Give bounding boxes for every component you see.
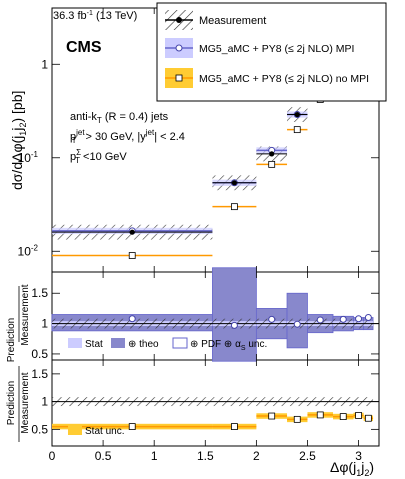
lumi-label: 36.3 fb-1 (13 TeV) bbox=[53, 10, 137, 22]
legend-nompi-marker bbox=[175, 74, 183, 82]
main-y-tick-label: 10-2 bbox=[18, 243, 39, 258]
ratio2-ylabel-den: Measurement bbox=[20, 372, 31, 433]
ratio1-mpi-point bbox=[316, 316, 324, 324]
ratio2-nompi-point bbox=[128, 423, 136, 430]
ratio2-nompi-point bbox=[316, 411, 324, 419]
x-tick-label: 1.5 bbox=[197, 449, 214, 463]
ratio1-legend-stat-swatch bbox=[68, 338, 82, 348]
main-nompi-point bbox=[293, 126, 301, 134]
ratio1-mpi-point bbox=[339, 315, 347, 323]
ratio1-ylabel-den: Measurement bbox=[20, 284, 31, 345]
ratio2-nompi-point bbox=[231, 423, 238, 430]
ratio2-nompi-point bbox=[355, 412, 362, 419]
main-measurement-point bbox=[231, 180, 238, 186]
main-y-tick-label: 1 bbox=[41, 57, 48, 71]
ratio1-theo-band bbox=[212, 267, 257, 362]
ratio2-nompi-point bbox=[268, 412, 276, 420]
ratio1-legend-pdf-swatch bbox=[172, 337, 188, 349]
selection-line3: pΣ T <10 GeV bbox=[70, 148, 127, 165]
ratio1-mpi-point bbox=[355, 315, 363, 323]
selection-line1: anti-kT (R = 0.4) jets bbox=[70, 111, 169, 125]
ratio1-mpi-point bbox=[293, 320, 301, 328]
cms-label: CMS bbox=[66, 39, 102, 56]
legend-measurement-label: Measurement bbox=[199, 15, 266, 27]
x-tick-label: 3 bbox=[355, 449, 362, 463]
legend-mpi-marker bbox=[175, 44, 183, 52]
main-nompi-point bbox=[231, 203, 238, 211]
ratio1-legend-stat-label: Stat bbox=[85, 339, 103, 350]
x-tick-label: 2.5 bbox=[299, 449, 316, 463]
main-y-tick-label: 10-1 bbox=[18, 150, 39, 165]
ratio1-mpi-point bbox=[128, 315, 136, 323]
ratio2-ylabel-num: Prediction bbox=[6, 381, 17, 425]
legend-mpi-label: MG5_aMC + PY8 (≤ 2j NLO) MPI bbox=[199, 43, 354, 55]
ratio1-mpi-point bbox=[268, 315, 276, 323]
xlabel: Δφ(j1j2) bbox=[330, 459, 374, 478]
ratio2-y-tick-label: 1 bbox=[41, 395, 48, 409]
x-tick-label: 0 bbox=[49, 449, 56, 463]
ratio2-y-tick-label: 1.5 bbox=[31, 367, 48, 381]
main-measurement-point bbox=[129, 229, 135, 235]
ratio1-y-tick-label: 0.5 bbox=[31, 347, 48, 361]
ratio2-nompi-point bbox=[293, 415, 301, 423]
legend-box bbox=[156, 2, 387, 102]
ratio2-legend-stat-swatch bbox=[68, 425, 82, 435]
ratio1-legend-pdf-label: ⊕ PDF ⊕ αS unc. bbox=[190, 339, 267, 352]
ratio2-nompi-point bbox=[364, 414, 372, 422]
main-ylabel: dσ/dΔφ(j1j2) [pb] bbox=[9, 91, 28, 190]
x-tick-label: 1 bbox=[151, 449, 158, 463]
main-nompi-point bbox=[128, 252, 136, 259]
ratio1-legend-theo-label: ⊕ theo bbox=[128, 339, 159, 350]
legend-nompi-label: MG5_aMC + PY8 (≤ 2j NLO) no MPI bbox=[199, 73, 369, 85]
ratio1-mpi-point bbox=[364, 314, 372, 322]
ratio2-y-tick-label: 0.5 bbox=[31, 422, 48, 436]
ratio1-y-tick-label: 1 bbox=[41, 317, 48, 331]
x-tick-label: 0.5 bbox=[95, 449, 112, 463]
ratio1-ylabel-num: Prediction bbox=[6, 318, 17, 362]
ratio2-nompi-point bbox=[339, 413, 347, 420]
x-tick-label: 2 bbox=[253, 449, 260, 463]
ratio1-y-tick-label: 1.5 bbox=[31, 286, 48, 300]
ratio2-legend-stat-label: Stat unc. bbox=[85, 426, 124, 437]
main-nompi-point bbox=[268, 160, 276, 168]
main-measurement-point bbox=[269, 151, 275, 157]
ratio1-mpi-point bbox=[230, 321, 238, 329]
main-measurement-point bbox=[294, 111, 300, 118]
selection-line2: pjet T > 30 GeV, |yjet| < 2.4 bbox=[70, 128, 185, 145]
legend-measurement-marker bbox=[176, 17, 182, 23]
ratio1-legend-theo-swatch bbox=[111, 338, 125, 348]
